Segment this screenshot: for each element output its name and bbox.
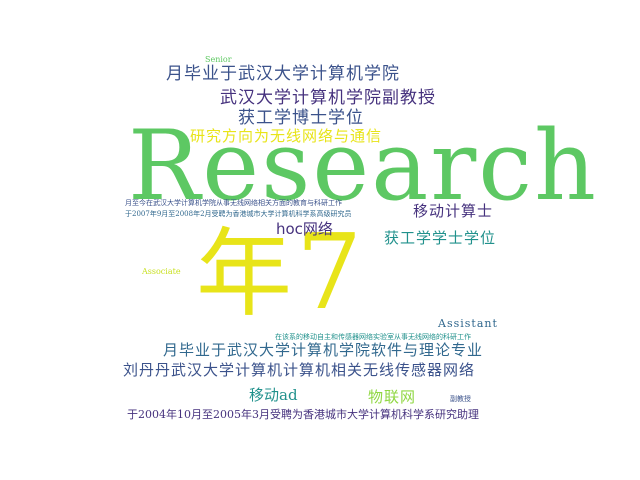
word-nian: 年 [196, 218, 292, 330]
word-liu-dandan-wsn: 刘丹丹武汉大学计算机计算机相关无线传感器网络 [123, 361, 476, 379]
word-2007-cityu-senior: 于2007年9月至2008年2月受聘为香港城市大学计算机科学系高级研究员 [125, 210, 352, 218]
word-research-direction: 研究方向为无线网络与通信 [190, 127, 383, 145]
word-mobile-computing: 移动计算士 [413, 202, 494, 220]
word-senior: Senior [205, 55, 232, 64]
word-assistant: Assistant [438, 317, 498, 330]
word-hoc-network: hoc网络 [276, 220, 333, 238]
word-phd-degree: 获工学博士学位 [238, 108, 364, 128]
word-associate-prof-small: 副教授 [450, 395, 471, 403]
word-research: Research [128, 110, 598, 222]
word-iot: 物联网 [368, 388, 417, 406]
word-mobile-ad: 移动ad [249, 386, 298, 404]
word-2004-cityu-assistant: 于2004年10月至2005年3月受聘为香港城市大学计算机科学系研究助理 [127, 408, 479, 421]
word-associate-professor: 武汉大学计算机学院副教授 [220, 88, 436, 108]
word-graduated-software-theory: 月毕业于武汉大学计算机学院软件与理论专业 [163, 341, 484, 359]
word-seven: 7 [296, 211, 363, 333]
word-since-whu-teaching: 月至今在武汉大学计算机学院从事无线网络相关方面的教育与科研工作 [125, 199, 342, 207]
word-lab-research: 在该系的移动自主和传感器网络实验室从事无线网络的科研工作 [275, 333, 471, 341]
word-associate: Associate [142, 267, 181, 276]
word-bachelor-degree: 获工学学士学位 [384, 229, 497, 247]
word-graduated-whu-cs: 月毕业于武汉大学计算机学院 [166, 64, 400, 84]
